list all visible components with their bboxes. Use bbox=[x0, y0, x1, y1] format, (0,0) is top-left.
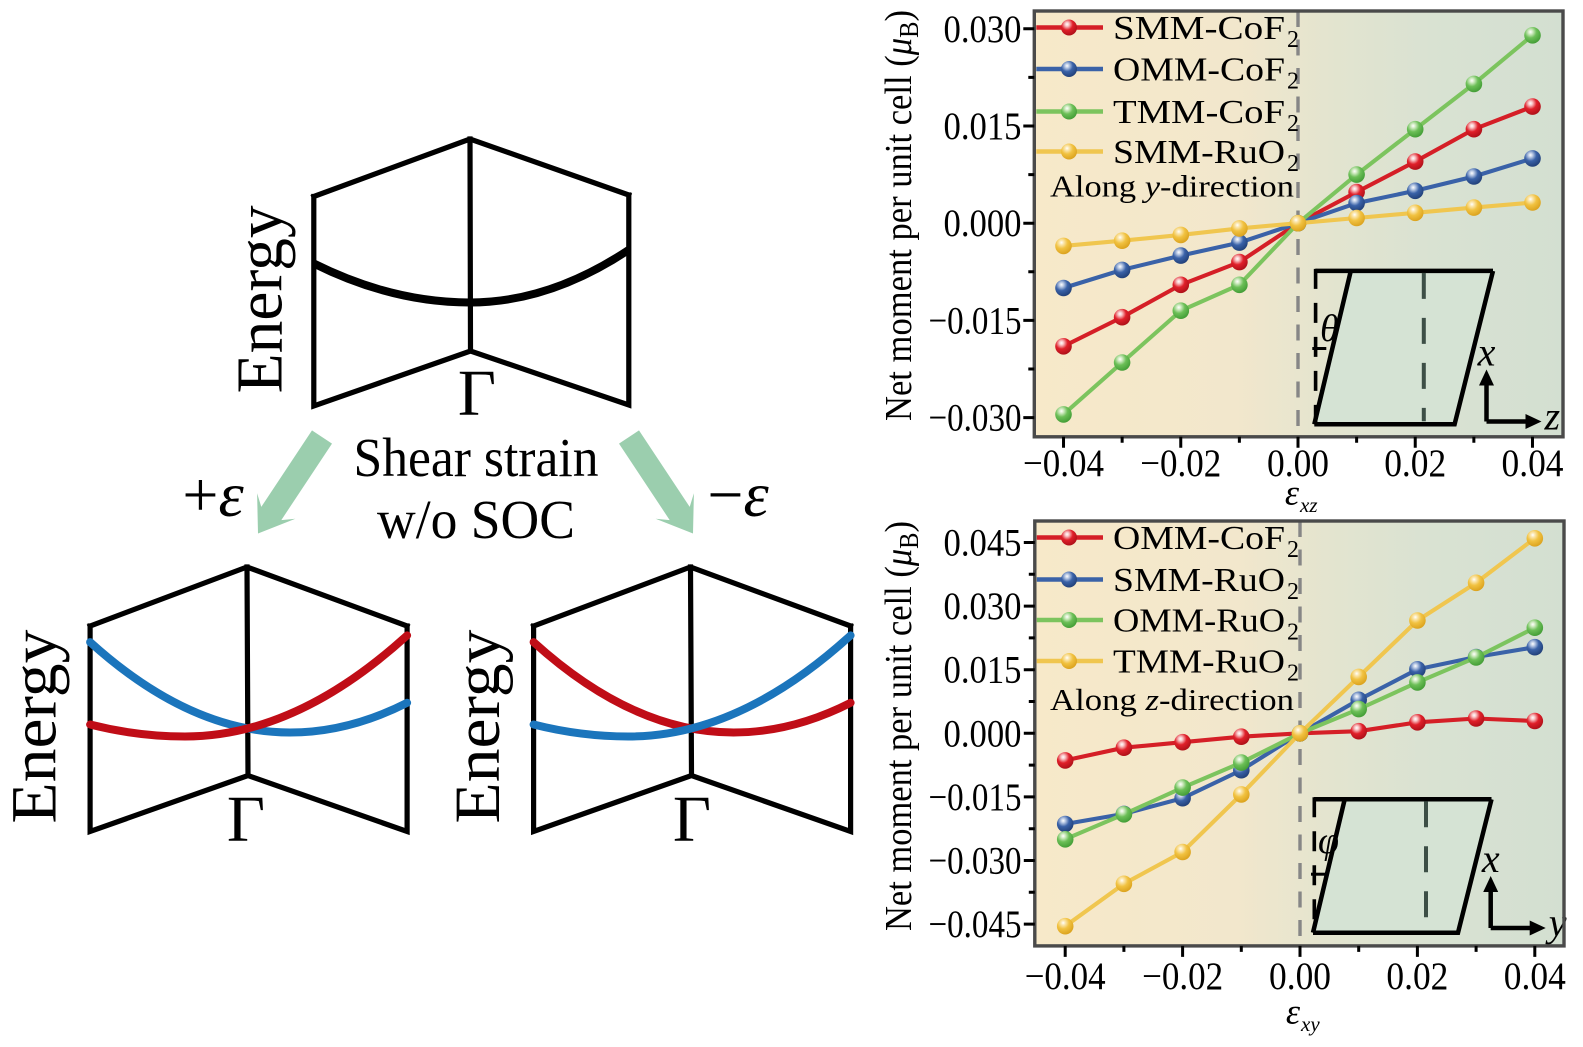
svg-text:Shear strain: Shear strain bbox=[354, 427, 599, 488]
svg-text:2: 2 bbox=[1287, 579, 1299, 605]
svg-text:θ: θ bbox=[1320, 308, 1339, 350]
svg-text:−0.045: −0.045 bbox=[929, 903, 1022, 946]
svg-text:Energy: Energy bbox=[0, 629, 70, 824]
svg-text:SMM-RuO: SMM-RuO bbox=[1113, 562, 1285, 599]
svg-text:OMM-RuO: OMM-RuO bbox=[1113, 603, 1285, 640]
svg-text:−0.04: −0.04 bbox=[1023, 442, 1104, 485]
svg-text:Γ: Γ bbox=[227, 783, 265, 856]
svg-text:−0.015: −0.015 bbox=[929, 299, 1022, 342]
svg-text:Γ: Γ bbox=[673, 783, 711, 856]
svg-text:−0.030: −0.030 bbox=[929, 397, 1022, 440]
svg-text:w/o SOC: w/o SOC bbox=[377, 489, 575, 550]
svg-text:+ε: +ε bbox=[182, 459, 244, 530]
svg-text:OMM-CoF: OMM-CoF bbox=[1113, 520, 1285, 557]
svg-text:2: 2 bbox=[1287, 27, 1299, 53]
svg-text:0.045: 0.045 bbox=[944, 522, 1022, 565]
svg-text:2: 2 bbox=[1287, 537, 1299, 563]
svg-text:0.04: 0.04 bbox=[1504, 955, 1566, 998]
svg-text:Energy: Energy bbox=[223, 205, 296, 393]
svg-text:0.000: 0.000 bbox=[944, 202, 1022, 245]
svg-text:Along z-direction: Along z-direction bbox=[1050, 682, 1295, 717]
svg-text:0.00: 0.00 bbox=[1267, 442, 1329, 485]
svg-text:OMM-CoF: OMM-CoF bbox=[1113, 52, 1285, 89]
svg-text:xz: xz bbox=[1299, 493, 1318, 517]
svg-text:2: 2 bbox=[1287, 69, 1299, 95]
svg-text:2: 2 bbox=[1287, 620, 1299, 646]
svg-text:TMM-RuO: TMM-RuO bbox=[1113, 644, 1285, 681]
svg-text:0.04: 0.04 bbox=[1502, 442, 1564, 485]
svg-text:xy: xy bbox=[1300, 1012, 1320, 1036]
svg-text:SMM-RuO: SMM-RuO bbox=[1113, 134, 1285, 171]
svg-text:0.00: 0.00 bbox=[1269, 955, 1331, 998]
svg-text:−0.04: −0.04 bbox=[1025, 955, 1106, 998]
svg-text:φ: φ bbox=[1318, 820, 1339, 862]
svg-text:0.015: 0.015 bbox=[944, 649, 1022, 692]
svg-text:ε: ε bbox=[1286, 992, 1301, 1032]
svg-text:Along y-direction: Along y-direction bbox=[1050, 169, 1295, 204]
svg-text:Γ: Γ bbox=[458, 357, 496, 430]
svg-text:Net moment per unit cell (μB): Net moment per unit cell (μB) bbox=[878, 10, 924, 421]
svg-text:−ε: −ε bbox=[707, 459, 769, 530]
svg-text:−0.02: −0.02 bbox=[1142, 955, 1223, 998]
svg-text:0.030: 0.030 bbox=[944, 8, 1022, 51]
svg-text:x: x bbox=[1481, 836, 1500, 881]
svg-text:0.02: 0.02 bbox=[1386, 955, 1448, 998]
svg-text:Net moment per unit cell (μB): Net moment per unit cell (μB) bbox=[878, 521, 924, 931]
svg-text:−0.030: −0.030 bbox=[929, 840, 1022, 883]
svg-text:0.000: 0.000 bbox=[944, 712, 1022, 755]
svg-text:2: 2 bbox=[1287, 151, 1299, 177]
svg-text:x: x bbox=[1477, 330, 1496, 375]
svg-text:2: 2 bbox=[1287, 111, 1299, 137]
svg-text:y: y bbox=[1545, 900, 1567, 945]
svg-text:0.015: 0.015 bbox=[944, 105, 1022, 148]
svg-text:ε: ε bbox=[1285, 473, 1300, 513]
svg-text:SMM-CoF: SMM-CoF bbox=[1113, 10, 1285, 47]
svg-text:0.030: 0.030 bbox=[944, 585, 1022, 628]
svg-text:−0.015: −0.015 bbox=[929, 776, 1022, 819]
svg-text:2: 2 bbox=[1287, 661, 1299, 687]
svg-text:z: z bbox=[1544, 394, 1561, 439]
svg-text:0.02: 0.02 bbox=[1384, 442, 1446, 485]
svg-text:−0.02: −0.02 bbox=[1140, 442, 1221, 485]
svg-text:TMM-CoF: TMM-CoF bbox=[1113, 94, 1285, 131]
svg-text:Energy: Energy bbox=[442, 629, 514, 824]
